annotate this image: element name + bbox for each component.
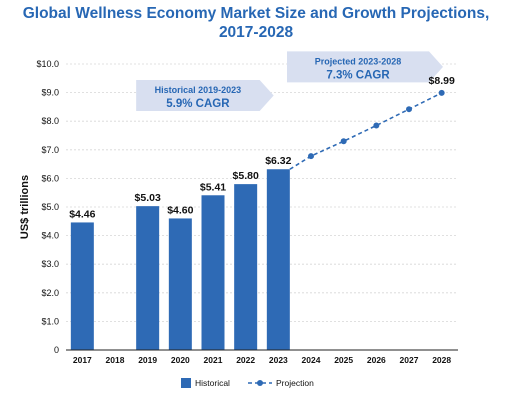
projection-line	[289, 89, 445, 170]
legend-historical-swatch	[181, 378, 191, 388]
x-tick-label: 2022	[236, 355, 255, 365]
legend: Historical Projection	[181, 378, 314, 388]
x-tick-label: 2023	[269, 355, 288, 365]
x-tick-label: 2028	[432, 355, 451, 365]
projection-point-2026	[373, 122, 380, 129]
projection-annotation-cagr: 7.3% CAGR	[326, 69, 390, 81]
chart-title-line1: Global Wellness Economy Market Size and …	[22, 5, 490, 22]
y-tick-label: 0	[54, 345, 59, 355]
annotations: Historical 2019-2023 5.9% CAGR Projected 2…	[136, 51, 443, 111]
y-tick-label: $1.0	[41, 316, 59, 326]
historical-bars	[70, 169, 290, 350]
y-tick-label: $9.0	[41, 88, 59, 98]
y-tick-label: $6.0	[41, 173, 59, 183]
projection-point-2025	[340, 138, 347, 145]
historical-annotation-arrow	[136, 79, 274, 111]
x-tick-label: 2017	[73, 355, 92, 365]
value-label-2017: $4.46	[69, 208, 95, 220]
y-tick-label: $5.0	[41, 202, 59, 212]
y-tick-label: $4.0	[41, 231, 59, 241]
y-axis-ticks: 0 $1.0 $2.0 $3.0 $4.0 $5.0 $6.0 $7.0 $8.0 $9.0 $10…	[36, 59, 59, 355]
x-tick-label: 2018	[106, 355, 125, 365]
historical-annotation-cagr: 5.9% CAGR	[166, 98, 230, 110]
projection-point-2028	[438, 89, 445, 96]
historical-annotation-label: Historical 2019-2023	[155, 85, 242, 95]
projection-line-path	[289, 92, 443, 170]
y-tick-label: $10.0	[36, 59, 59, 69]
bar-2017	[70, 222, 94, 350]
y-tick-label: $8.0	[41, 116, 59, 126]
legend-projection-label: Projection	[276, 378, 314, 388]
x-tick-label: 2021	[204, 355, 223, 365]
y-tick-label: $2.0	[41, 288, 59, 298]
value-label-2019: $5.03	[135, 192, 161, 204]
bar-2019	[136, 206, 160, 350]
projection-annotation-label: Projected 2023-2028	[315, 56, 402, 66]
x-tick-label: 2025	[334, 355, 353, 365]
x-tick-label: 2020	[171, 355, 190, 365]
value-label-2021: $5.41	[200, 181, 226, 193]
bar-2023	[266, 169, 290, 350]
projection-point-2027	[406, 106, 412, 113]
chart-title: Global Wellness Economy Market Size and …	[0, 4, 512, 42]
x-tick-label: 2026	[367, 355, 386, 365]
value-label-2022: $5.80	[233, 170, 259, 182]
chart-title-line2: 2017-2028	[218, 24, 294, 41]
bar-2020	[168, 218, 192, 350]
gridlines	[66, 63, 458, 322]
x-axis-ticks: 2017 2018 2019 2020 2021 2022 2023 2024 2025 2026…	[73, 355, 452, 365]
legend-projection-marker	[257, 380, 263, 386]
x-tick-label: 2019	[138, 355, 157, 365]
value-label-2028: $8.99	[429, 75, 455, 87]
y-tick-label: $7.0	[41, 145, 59, 155]
y-tick-label: $3.0	[41, 259, 59, 269]
data-labels: $4.46 $5.03 $4.60 $5.41 $5.80 $6.32 $8.99	[69, 75, 455, 221]
x-tick-label: 2024	[302, 355, 321, 365]
bar-2022	[234, 184, 258, 350]
y-axis-label: US$ trillions	[19, 175, 31, 239]
bar-2021	[201, 195, 225, 350]
legend-historical-label: Historical	[195, 378, 230, 388]
value-label-2023: $6.32	[265, 155, 291, 167]
value-label-2020: $4.60	[167, 204, 193, 216]
projection-annotation-arrow	[287, 51, 443, 83]
x-tick-label: 2027	[400, 355, 419, 365]
projection-point-2024	[308, 153, 314, 160]
